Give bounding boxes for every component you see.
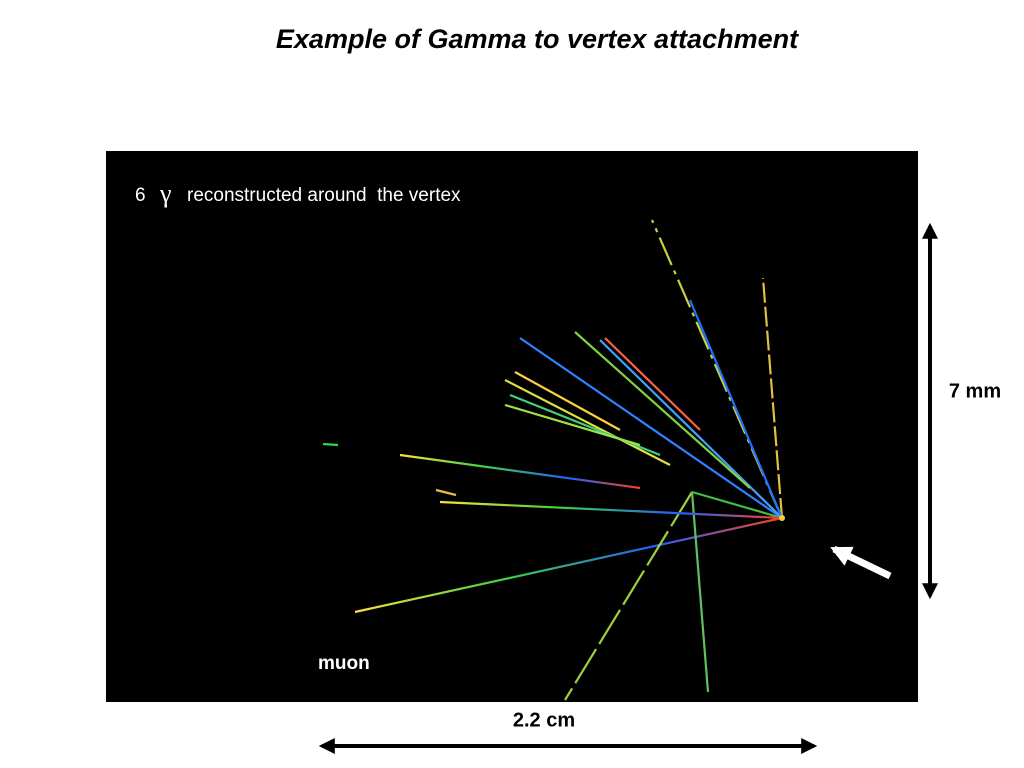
track <box>439 500 783 520</box>
track <box>688 299 784 519</box>
track <box>691 490 783 520</box>
track <box>604 337 701 431</box>
track <box>504 379 671 466</box>
caption-count: 6 <box>135 185 146 206</box>
track <box>399 453 641 490</box>
track <box>519 337 783 519</box>
neutrino-label: ν <box>859 492 876 534</box>
track <box>599 339 783 519</box>
neutrino-arrow <box>830 545 892 580</box>
track <box>564 491 693 701</box>
muon-label: muon <box>318 653 370 674</box>
tracks <box>322 219 784 701</box>
track <box>504 403 641 447</box>
track <box>509 393 661 457</box>
event-display <box>106 151 918 702</box>
muon-track <box>354 516 783 614</box>
caption-symbol: γ <box>159 179 172 208</box>
track <box>322 442 339 447</box>
track <box>435 488 457 497</box>
caption-text: reconstructed around the vertex <box>187 185 461 206</box>
track <box>514 371 621 431</box>
track <box>690 491 710 693</box>
width-label: 2.2 cm <box>513 709 575 731</box>
height-label: 7 mm <box>949 380 1001 402</box>
track <box>761 277 784 519</box>
vertex <box>779 515 785 521</box>
track <box>574 331 751 489</box>
slide-title: Example of Gamma to vertex attachment <box>276 24 799 54</box>
